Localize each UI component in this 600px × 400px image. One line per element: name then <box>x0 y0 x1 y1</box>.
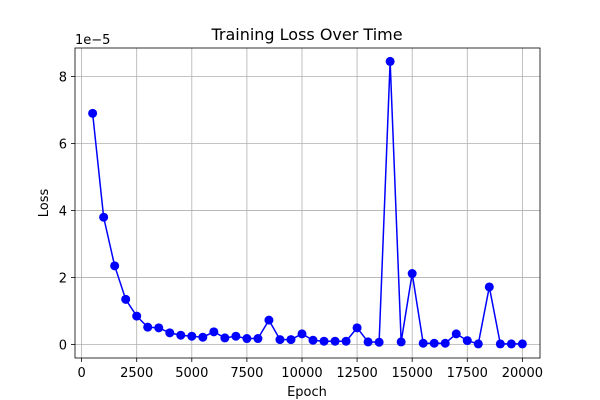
loss-data-point <box>99 212 109 222</box>
loss-data-point <box>352 323 362 333</box>
loss-data-point <box>418 338 428 348</box>
loss-data-point <box>275 335 285 345</box>
loss-data-point <box>363 337 373 347</box>
loss-data-point <box>132 311 142 321</box>
loss-data-point <box>473 339 483 349</box>
loss-data-point <box>374 337 384 347</box>
x-tick-label: 5000 <box>175 366 208 381</box>
chart-title: Training Loss Over Time <box>210 25 402 44</box>
loss-data-point <box>396 337 406 347</box>
x-tick-label: 15000 <box>392 366 433 381</box>
loss-data-point <box>484 282 494 292</box>
loss-data-point <box>517 339 527 349</box>
loss-data-point <box>451 329 461 339</box>
loss-data-point <box>385 56 395 66</box>
x-tick-label: 0 <box>77 366 85 381</box>
loss-data-point <box>176 330 186 340</box>
loss-data-point <box>154 323 164 333</box>
loss-data-point <box>407 269 417 279</box>
loss-data-point <box>319 336 329 346</box>
plot-frame <box>74 47 541 359</box>
loss-data-point <box>187 331 197 341</box>
loss-data-point <box>198 332 208 342</box>
y-offset-label: 1e−5 <box>75 33 110 48</box>
loss-data-point <box>462 336 472 346</box>
loss-data-point <box>297 329 307 339</box>
loss-data-point <box>286 335 296 345</box>
data-layer <box>88 56 527 349</box>
loss-data-point <box>165 328 175 338</box>
loss-data-point <box>506 339 516 349</box>
loss-data-point <box>110 261 120 271</box>
grid-lines <box>75 48 540 358</box>
loss-data-point <box>429 338 439 348</box>
x-tick-label: 2500 <box>120 366 153 381</box>
loss-data-point <box>231 331 241 341</box>
loss-data-point <box>495 339 505 349</box>
x-tick-label: 12500 <box>336 366 377 381</box>
y-tick-label: 4 <box>59 205 67 220</box>
x-tick-label: 10000 <box>281 366 322 381</box>
loss-data-point <box>88 108 98 118</box>
loss-data-point <box>242 334 252 344</box>
y-tick-label: 0 <box>59 339 67 354</box>
x-axis-label: Epoch <box>287 385 327 400</box>
loss-data-point <box>440 338 450 348</box>
loss-data-point <box>220 333 230 343</box>
loss-data-point <box>264 315 274 325</box>
y-axis-ticks: 0 2 4 6 8 <box>59 70 75 354</box>
loss-data-point <box>209 327 219 337</box>
y-tick-label: 2 <box>59 272 67 287</box>
loss-data-point <box>253 334 263 344</box>
loss-data-point <box>121 294 131 304</box>
loss-data-point <box>308 335 318 345</box>
loss-data-point <box>341 336 351 346</box>
x-tick-label: 20000 <box>502 366 543 381</box>
y-axis-label: Loss <box>37 189 52 218</box>
loss-data-point <box>330 336 340 346</box>
y-tick-label: 6 <box>59 138 67 153</box>
loss-series-line <box>91 61 523 345</box>
y-tick-label: 8 <box>59 70 67 85</box>
loss-data-point <box>143 322 153 332</box>
x-axis-ticks: 0 2500 5000 7500 10000 12500 15000 17500 20000 <box>77 358 543 381</box>
x-tick-label: 7500 <box>230 366 263 381</box>
x-tick-label: 17500 <box>447 366 488 381</box>
